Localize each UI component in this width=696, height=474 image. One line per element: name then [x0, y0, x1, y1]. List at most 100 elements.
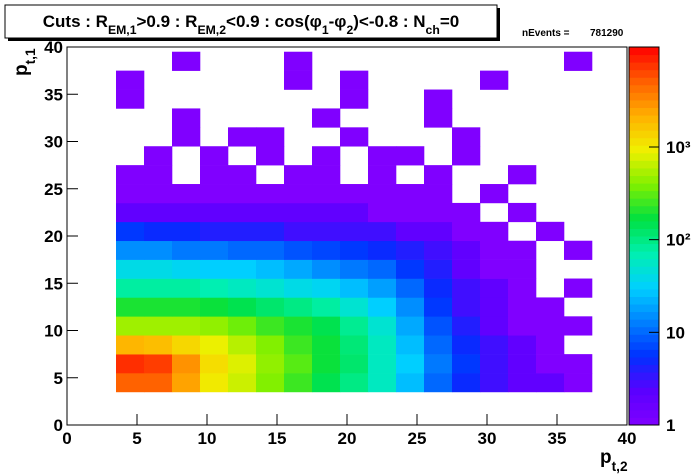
- colorbar-swatch: [629, 228, 659, 237]
- colorbar-swatch: [629, 145, 659, 154]
- heatmap-cell: [368, 354, 397, 374]
- colorbar-swatch: [629, 183, 659, 192]
- subscript: t,2: [612, 459, 628, 474]
- stats-value: 781290: [590, 28, 624, 39]
- heatmap-cell: [144, 184, 173, 204]
- heatmap-cell: [536, 373, 565, 393]
- heatmap-cell: [508, 278, 537, 298]
- heatmap-cell: [536, 335, 565, 355]
- heatmap-cell: [424, 316, 453, 336]
- heatmap-cell: [480, 259, 509, 279]
- heatmap-cell: [508, 259, 537, 279]
- heatmap-cell: [424, 354, 453, 374]
- subscript: EM,2: [197, 23, 226, 37]
- heatmap-cell: [228, 259, 257, 279]
- colorbar-swatch: [629, 372, 659, 381]
- heatmap-cell: [200, 297, 229, 317]
- colorbar-swatch: [629, 205, 659, 214]
- subscript: EM,1: [108, 23, 137, 37]
- heatmap-cell: [340, 373, 369, 393]
- colorbar-swatch: [629, 387, 659, 396]
- heatmap-cell: [256, 297, 285, 317]
- heatmap-cell: [228, 240, 257, 260]
- z-tick-label: 1: [666, 416, 675, 435]
- heatmap-cell: [340, 202, 369, 223]
- heatmap-cell: [424, 259, 453, 279]
- heatmap-cell: [284, 202, 313, 223]
- heatmap-cell: [508, 165, 537, 185]
- heatmap-cell: [116, 184, 145, 204]
- heatmap-cell: [228, 165, 257, 185]
- heatmap-cell: [312, 202, 341, 223]
- heatmap-cell: [312, 278, 341, 298]
- heatmap-cell: [200, 146, 229, 166]
- heatmap-cell: [284, 316, 313, 336]
- colorbar-frame: [628, 46, 660, 426]
- colorbar-swatch: [629, 311, 659, 320]
- y-tick-label: 25: [44, 180, 63, 199]
- colorbar-swatch: [629, 394, 659, 403]
- heatmap-cell: [368, 335, 397, 355]
- heatmap-cell: [312, 335, 341, 355]
- heatmap-cell: [116, 70, 145, 90]
- heatmap-cell: [452, 316, 481, 336]
- heatmap-cell: [144, 165, 173, 185]
- heatmap-cell: [200, 240, 229, 260]
- colorbar-swatch: [629, 296, 659, 305]
- heatmap-cell: [340, 316, 369, 336]
- z-tick-label: 10²: [666, 231, 691, 250]
- heatmap-cell: [228, 278, 257, 298]
- text-segment: p: [11, 64, 32, 76]
- heatmap-cell: [200, 316, 229, 336]
- colorbar-swatch: [629, 364, 659, 373]
- heatmap-cell: [564, 373, 593, 393]
- colorbar-swatch: [629, 160, 659, 169]
- colorbar-swatch: [629, 409, 659, 418]
- heatmap-cell: [508, 316, 537, 336]
- heatmap-cell: [312, 354, 341, 374]
- heatmap-cell: [256, 146, 285, 166]
- heatmap-cell: [228, 354, 257, 374]
- heatmap-cell: [424, 297, 453, 317]
- colorbar-swatch: [629, 402, 659, 411]
- heatmap-cell: [116, 278, 145, 298]
- colorbar-swatch: [629, 137, 659, 146]
- heatmap-cell: [116, 89, 145, 109]
- subscript: ch: [426, 23, 440, 37]
- colorbar-swatch: [629, 107, 659, 116]
- text-segment: Cuts : R: [43, 12, 108, 31]
- heatmap-cell: [368, 202, 397, 223]
- heatmap-cell: [228, 202, 257, 223]
- heatmap-cell: [256, 354, 285, 374]
- x-tick-label: 35: [548, 429, 567, 448]
- heatmap-cell: [396, 373, 425, 393]
- heatmap-cell: [256, 184, 285, 204]
- heatmap-cell: [396, 354, 425, 374]
- heatmap-cell: [340, 127, 369, 147]
- heatmap-cell: [144, 297, 173, 317]
- colorbar-swatch: [629, 417, 659, 426]
- heatmap-cell: [396, 297, 425, 317]
- heatmap-cell: [116, 202, 145, 223]
- heatmap-cell: [508, 373, 537, 393]
- heatmap-cell: [312, 259, 341, 279]
- heatmap-cell: [256, 278, 285, 298]
- text-segment: -φ: [329, 12, 347, 31]
- colorbar-swatch: [629, 243, 659, 252]
- heatmap-cell: [144, 221, 173, 242]
- colorbar-swatch: [629, 84, 659, 93]
- heatmap-cell: [340, 184, 369, 204]
- heatmap-cell: [480, 297, 509, 317]
- heatmap-cell: [284, 240, 313, 260]
- heatmap-cell: [508, 335, 537, 355]
- heatmap-cell: [116, 165, 145, 185]
- heatmap-cell: [424, 278, 453, 298]
- heatmap-cell: [452, 354, 481, 374]
- colorbar-swatch: [629, 122, 659, 131]
- heatmap-cell: [480, 354, 509, 374]
- colorbar-swatch: [629, 92, 659, 101]
- heatmap-cell: [256, 316, 285, 336]
- heatmap-cell: [340, 240, 369, 260]
- heatmap-cell: [172, 373, 201, 393]
- heatmap-cell: [228, 127, 257, 147]
